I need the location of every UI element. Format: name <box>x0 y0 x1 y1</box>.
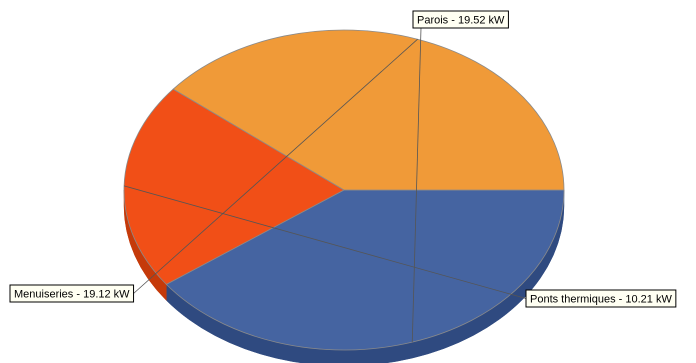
pie-label-parois: Parois - 19.52 kW <box>417 15 505 27</box>
pie-leader-line <box>123 185 527 299</box>
pie-labels: Parois - 19.52 kW Ponts thermiques - 10.2… <box>9 10 677 343</box>
pie-label-box <box>412 10 509 29</box>
pie-label-menuiseries: Menuiseries - 19.12 kW <box>14 289 130 301</box>
pie-slice-menuiseries[interactable] <box>172 29 565 191</box>
pie-label-ponts-thermiques: Ponts thermiques - 10.21 kW <box>530 294 672 306</box>
pie-leader-line <box>133 38 418 294</box>
pie-top <box>123 29 565 351</box>
pie-leader-line <box>411 27 422 343</box>
pie-label-box <box>525 289 677 308</box>
pie-label-box <box>9 284 135 303</box>
